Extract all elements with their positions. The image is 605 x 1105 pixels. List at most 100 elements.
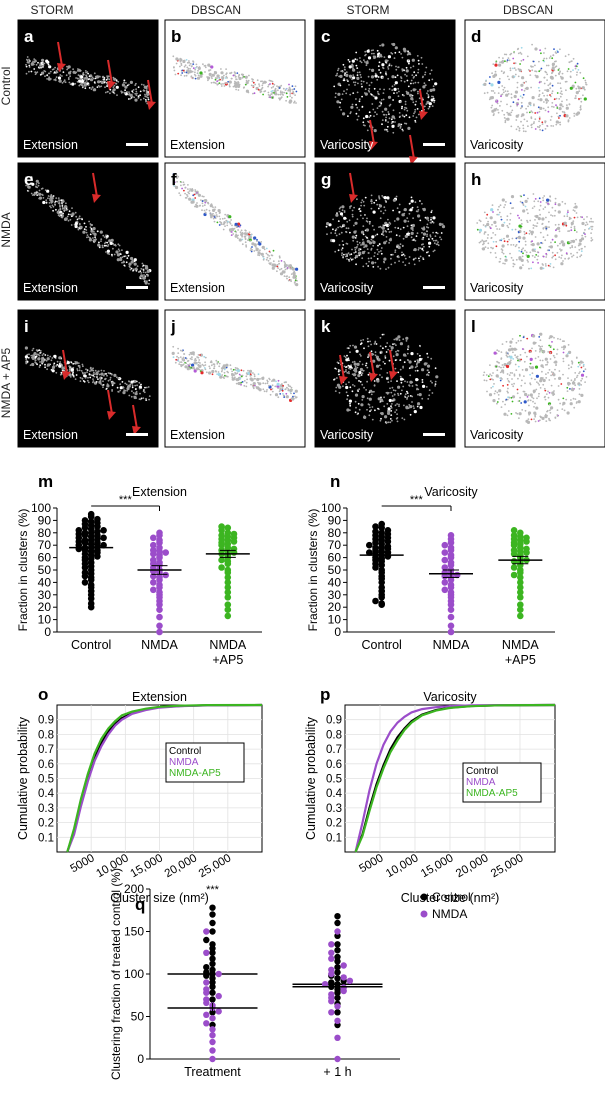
cdf-line-nmda-ap5 [66,703,263,853]
panel-letter-k: k [321,317,331,336]
data-point [81,536,89,544]
x-tick-label: +AP5 [505,653,536,667]
data-point [156,606,163,613]
x-tick-label: 15,000 [129,852,165,880]
data-point [215,970,222,978]
chart-o-extension-cdf: Extension 0.1 0.2 0.3 0.4 0.5 0.6 0.7 0.8 0.9 5000… [16,690,263,905]
data-point [441,586,449,594]
data-point [447,581,455,589]
y-tick-label: 0.6 [38,759,54,771]
data-point [447,628,455,636]
y-tick-label: 10 [38,613,52,627]
legend-box [462,762,542,803]
y-tick-label: 0.1 [326,832,342,844]
x-tick-label: NMDA [502,638,539,652]
panel-letter-l: l [471,317,476,336]
chart-title: Extension [132,690,187,704]
y-tick-label: 0.9 [326,715,342,727]
panel-letter-o: o [38,685,48,704]
y-tick-label: 0 [137,1052,144,1066]
data-point [334,1034,341,1042]
data-point [334,964,341,971]
image-panel-i: i Extension [17,309,159,448]
data-point [150,556,157,564]
data-point [218,532,225,539]
chart-title: Varicosity [424,485,478,499]
data-point [378,520,386,528]
data-point [209,996,216,1003]
data-point [378,584,386,591]
y-tick-label: 30 [38,588,52,602]
data-point [209,904,216,911]
chart-m-extension-fraction: Extension 0102030405060708090100Fraction … [16,485,262,667]
data-point [224,524,232,532]
legend-label: NMDA-AP5 [466,788,518,799]
data-point [162,549,169,556]
image-panel-j: j Extension [164,309,306,448]
data-point [334,1055,341,1063]
data-point [224,579,232,586]
y-tick-label: 60 [38,551,52,565]
data-point [447,622,455,630]
data-point [334,947,341,954]
red-arrow-0 [62,349,68,375]
data-point [340,962,347,969]
data-point [328,991,335,998]
panel-frame [17,162,159,301]
column-header-storm-1: STORM [30,3,73,17]
panel-caption: Varicosity [320,428,374,442]
data-point [156,581,163,589]
red-arrow-1 [419,89,425,115]
data-point [162,571,169,579]
y-tick-label: 0.4 [38,788,55,800]
data-point [334,1017,341,1024]
significance-label: *** [206,884,220,896]
panel-caption: Extension [23,281,78,295]
data-point [87,581,95,589]
panel-caption: Extension [23,428,78,442]
data-point [209,960,216,967]
y-tick-label: 0.8 [38,729,54,741]
x-tick-label: 10,000 [384,852,420,880]
image-panel-k: k Varicosity [314,309,456,448]
chart-title: Extension [132,485,187,499]
data-point [150,579,157,586]
arrow-head-0 [349,194,358,203]
row-label-nmda-ap5: NMDA + AP5 [0,347,13,418]
data-point [156,622,163,630]
image-panel-h: h Varicosity [464,162,605,301]
data-point [87,510,95,518]
data-point [81,569,89,576]
data-point [334,1009,341,1016]
data-point [218,523,225,530]
data-point [224,594,232,601]
x-tick-label: 25,000 [489,852,525,880]
image-panel-e: e Extension [17,162,159,301]
data-point [441,564,449,571]
image-panel-d: d Varicosity [464,19,605,158]
column-header-dbscan-1: DBSCAN [191,3,241,17]
data-point [517,579,524,586]
data-point [334,994,341,1001]
arrow-head-1 [369,373,378,382]
data-point [510,564,518,571]
data-point [523,534,530,542]
y-tick-label: 0 [44,625,51,639]
panel-letter-h: h [471,170,481,189]
data-point [215,1008,222,1015]
y-tick-label: 0.2 [38,818,54,830]
arrow-head-2 [132,426,141,435]
panel-caption: Extension [170,428,225,442]
significance-label: *** [119,494,133,506]
y-tick-label: 10 [328,613,342,627]
data-point [372,523,379,530]
image-panel-f: f Extension [164,162,306,301]
data-point [94,528,101,535]
data-point [209,955,216,962]
data-point [209,1015,216,1022]
data-point [87,518,95,525]
data-point [510,546,518,554]
legend-label: NMDA [466,777,496,788]
legend-box [165,742,245,783]
panel-letter-a: a [24,27,34,46]
